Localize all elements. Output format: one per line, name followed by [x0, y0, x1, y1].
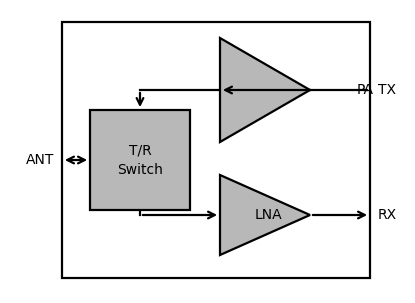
Polygon shape	[220, 175, 310, 255]
Text: RX: RX	[378, 208, 397, 222]
Text: PA: PA	[356, 83, 374, 97]
Bar	[90, 110, 190, 210]
Text: LNA: LNA	[254, 208, 282, 222]
Text: ANT: ANT	[26, 153, 54, 167]
Polygon shape	[220, 38, 310, 142]
Text: T/R
Switch: T/R Switch	[117, 143, 163, 177]
Text: TX: TX	[378, 83, 396, 97]
Bar	[62, 22, 370, 278]
